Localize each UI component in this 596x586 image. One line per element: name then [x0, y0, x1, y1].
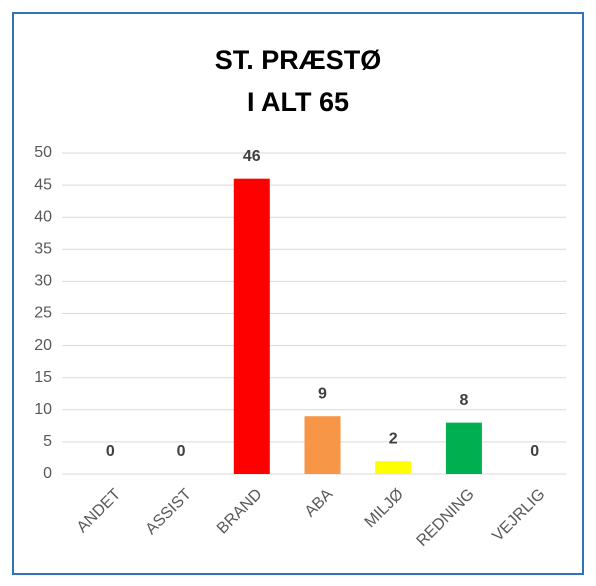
data-label: 0 [177, 443, 186, 460]
chart-frame [12, 12, 584, 575]
chart-title: ST. PRÆSTØ [215, 45, 382, 75]
y-tick-label: 25 [34, 305, 52, 322]
y-tick-label: 0 [43, 465, 52, 482]
bar [304, 416, 341, 474]
bar [233, 178, 270, 474]
data-label: 46 [243, 148, 261, 165]
data-label: 0 [530, 443, 539, 460]
data-label: 0 [106, 443, 115, 460]
y-tick-label: 35 [34, 241, 52, 258]
data-label: 2 [389, 430, 398, 447]
y-tick-label: 15 [34, 369, 52, 386]
y-tick-label: 5 [43, 433, 52, 450]
y-tick-label: 20 [34, 337, 52, 354]
y-tick-label: 40 [34, 208, 52, 225]
y-tick-label: 30 [34, 273, 52, 290]
data-label: 9 [318, 385, 327, 402]
y-tick-label: 50 [34, 144, 52, 161]
chart-subtitle: I ALT 65 [247, 87, 349, 117]
data-label: 8 [459, 392, 468, 409]
y-tick-label: 10 [34, 401, 52, 418]
bar [375, 461, 412, 474]
y-tick-label: 45 [34, 176, 52, 193]
bar [445, 422, 482, 474]
